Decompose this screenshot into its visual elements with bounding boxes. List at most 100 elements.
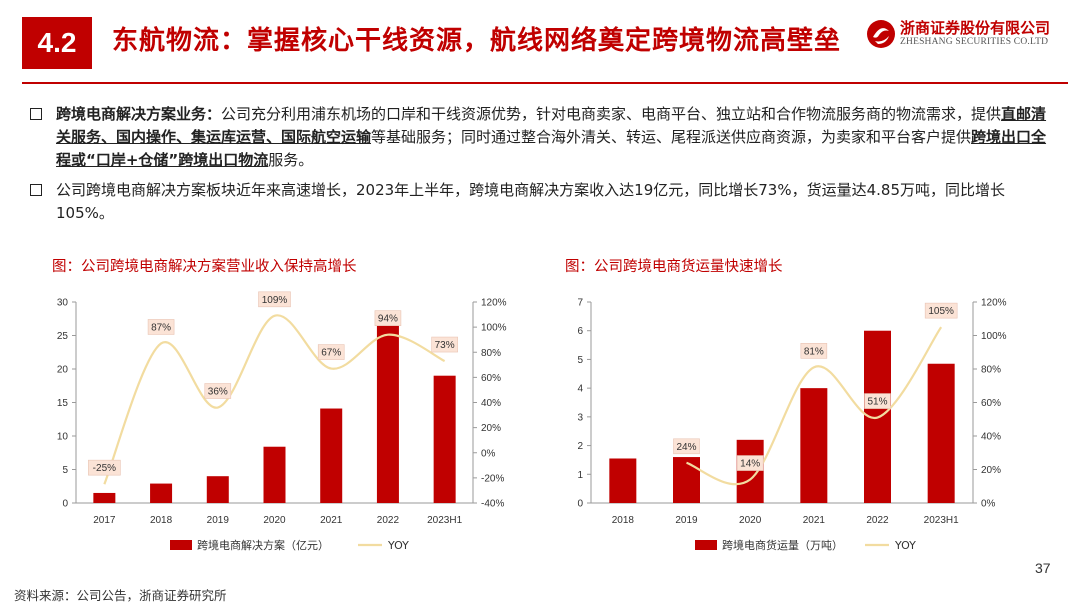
yoy-data-label: 87%	[151, 322, 171, 333]
bullet-text: 等基础服务；同时通过整合海外清关、转运、尾程派送供应商资源，为卖家和平台客户提供	[371, 128, 972, 146]
left-axis-tick-label: 6	[577, 326, 583, 337]
left-chart-title: 图：公司跨境电商解决方案营业收入保持高增长	[52, 259, 357, 275]
left-axis-tick-label: 1	[577, 470, 583, 481]
bullet-text: 服务。	[268, 151, 314, 169]
left-axis-tick-label: 5	[62, 465, 68, 476]
yoy-line	[103, 314, 446, 485]
right-axis-tick-label: -40%	[481, 499, 504, 510]
right-axis-tick-label: 120%	[981, 298, 1007, 309]
header-divider	[22, 82, 1068, 84]
x-axis-tick-label: 2022	[866, 515, 889, 526]
bar	[927, 363, 955, 503]
bullet-lead: 跨境电商解决方案业务：	[56, 105, 222, 123]
left-axis-tick-label: 2	[577, 441, 583, 452]
right-axis-tick-label: 60%	[481, 373, 501, 384]
bar	[433, 375, 456, 503]
bullet-emphasis: 跨境出口全程或“口岸+仓储”跨境出口物流	[56, 128, 1047, 169]
left-axis-tick-label: 15	[57, 398, 69, 409]
yoy-data-label: 73%	[435, 340, 455, 351]
page-number: 37	[1035, 560, 1051, 576]
right-axis-tick-label: 20%	[481, 423, 501, 434]
yoy-label-box	[88, 459, 121, 476]
yoy-data-label: 109%	[262, 295, 288, 306]
x-axis-tick-label: 2017	[93, 515, 116, 526]
x-axis-tick-label: 2018	[150, 515, 173, 526]
yoy-label-box	[736, 455, 764, 471]
right-axis-tick-label: 100%	[981, 331, 1007, 342]
logo-en-text: ZHESHANG SECURITIES CO.LTD	[900, 37, 1049, 47]
checkbox-bullet-icon	[30, 184, 42, 196]
legend-bar-swatch	[695, 540, 717, 550]
yoy-data-label: -25%	[93, 463, 116, 474]
right-axis-tick-label: 100%	[481, 323, 507, 334]
bullet-list: 跨境电商解决方案业务：公司充分利用浦东机场的口岸和干线资源优势，针对电商卖家、电…	[30, 103, 1060, 232]
yoy-label-box	[431, 336, 458, 353]
right-axis-tick-label: 40%	[981, 432, 1001, 443]
bar	[376, 325, 399, 503]
bar	[93, 492, 116, 503]
x-axis-tick-label: 2020	[263, 515, 286, 526]
left-axis-tick-label: 0	[577, 499, 583, 510]
bar	[206, 476, 229, 503]
volume-chart: 0 1 2 3 4 5 6 7 0% 20% 40% 60% 80% 100% 120% 2018 2019 20…	[577, 298, 1007, 553]
left-axis-tick-label: 10	[57, 432, 69, 443]
x-axis-tick-label: 2023H1	[427, 515, 462, 526]
legend-line-label: YOY	[894, 539, 916, 552]
legend-bar-swatch	[170, 540, 192, 550]
bullet-item: 公司跨境电商解决方案板块近年来高速增长，2023年上半年，跨境电商解决方案收入达…	[30, 179, 1060, 225]
right-axis-tick-label: 0%	[981, 499, 996, 510]
yoy-label-box	[374, 310, 402, 326]
bar	[320, 408, 343, 503]
right-axis-tick-label: 80%	[481, 348, 501, 359]
x-axis-tick-label: 2019	[207, 515, 230, 526]
left-axis-tick-label: 30	[57, 298, 69, 309]
yoy-data-label: 81%	[804, 346, 824, 357]
yoy-data-label: 94%	[378, 314, 398, 325]
page-title: 东航物流：掌握核心干线资源，航线网络奠定跨境物流高壁垒	[112, 26, 842, 56]
bar	[673, 457, 700, 503]
bar	[150, 483, 173, 503]
revenue-chart: 0 5 10 15 20 25 30 -40% -20% 0% 20% 40% 60% 80% 100% 12…	[57, 291, 507, 552]
right-axis-tick-label: -20%	[481, 473, 504, 484]
right-axis-tick-label: 60%	[981, 398, 1001, 409]
yoy-line	[686, 326, 943, 486]
yoy-data-label: 105%	[928, 306, 954, 317]
legend-bar-label: 跨境电商解决方案（亿元）	[197, 538, 329, 552]
logo-cn-text: 浙商证券股份有限公司	[900, 19, 1051, 37]
yoy-label-box	[673, 438, 700, 455]
left-axis-tick-label: 4	[577, 384, 583, 395]
left-axis-tick-label: 0	[62, 499, 68, 510]
left-axis-tick-label: 7	[577, 298, 583, 309]
x-axis-tick-label: 2021	[320, 515, 343, 526]
left-axis-tick-label: 20	[57, 365, 69, 376]
bar	[736, 439, 764, 503]
x-axis-tick-label: 2020	[739, 515, 762, 526]
company-logo: 浙商证券股份有限公司 ZHESHANG SECURITIES CO.LTD	[866, 15, 1066, 57]
x-axis-tick-label: 2022	[377, 515, 400, 526]
bar	[800, 388, 828, 503]
legend-bar-label: 跨境电商货运量（万吨）	[722, 538, 843, 552]
yoy-data-label: 51%	[867, 397, 887, 408]
checkbox-bullet-icon	[30, 108, 42, 120]
bar	[609, 458, 637, 503]
yoy-data-label: 36%	[208, 387, 228, 398]
yoy-label-box	[924, 302, 958, 319]
yoy-label-box	[864, 393, 891, 409]
bar	[263, 446, 286, 503]
right-axis-tick-label: 40%	[481, 398, 501, 409]
x-axis-tick-label: 2021	[803, 515, 826, 526]
yoy-label-box	[800, 343, 828, 359]
yoy-label-box	[204, 383, 232, 399]
left-axis-tick-label: 3	[577, 412, 583, 423]
left-axis-tick-label: 5	[577, 355, 583, 366]
bullet-text: 公司充分利用浦东机场的口岸和干线资源优势，针对电商卖家、电商平台、独立站和合作物…	[221, 105, 1002, 123]
left-axis-tick-label: 25	[57, 331, 69, 342]
yoy-label-box	[317, 344, 345, 360]
right-axis-tick-label: 120%	[481, 298, 507, 309]
yoy-data-label: 14%	[740, 459, 760, 470]
x-axis-tick-label: 2018	[612, 515, 635, 526]
bullet-text: 公司跨境电商解决方案板块近年来高速增长，2023年上半年，跨境电商解决方案收入达…	[56, 181, 1006, 222]
bullet-item: 跨境电商解决方案业务：公司充分利用浦东机场的口岸和干线资源优势，针对电商卖家、电…	[30, 103, 1060, 172]
source-note: 资料来源：公司公告，浙商证券研究所	[14, 588, 227, 603]
legend-line-label: YOY	[387, 539, 409, 552]
